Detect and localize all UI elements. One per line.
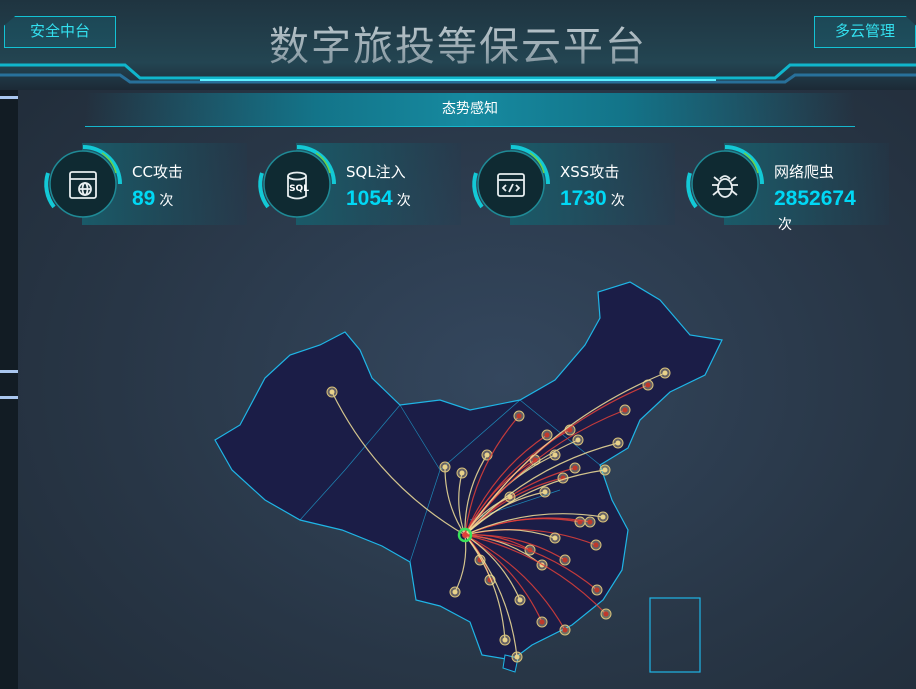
hainan-island xyxy=(502,654,519,673)
target-dot xyxy=(603,611,609,617)
attack-line xyxy=(464,534,598,591)
stat-value: 2852674 xyxy=(774,187,856,210)
bug-icon xyxy=(712,175,738,198)
target-dot xyxy=(442,464,448,470)
attack-line xyxy=(464,442,619,536)
target-dot xyxy=(562,557,568,563)
target-dot xyxy=(593,542,599,548)
target-dot xyxy=(587,519,593,525)
stat-label: XSS攻击 xyxy=(560,163,620,181)
stat-ring xyxy=(44,145,122,218)
attack-line xyxy=(464,409,626,536)
target-dot xyxy=(514,654,520,660)
target-dot xyxy=(594,587,600,593)
target-dot xyxy=(502,637,508,643)
target-dot xyxy=(552,535,558,541)
target-dot xyxy=(517,597,523,603)
province-border xyxy=(519,399,601,466)
source-dot xyxy=(462,532,468,538)
attack-line xyxy=(464,459,536,536)
target-dot xyxy=(562,627,568,633)
code-window-icon xyxy=(497,173,525,197)
province-border xyxy=(439,399,521,471)
sidebar-marker[interactable] xyxy=(0,96,18,99)
target-dot xyxy=(602,467,608,473)
target-dot xyxy=(600,514,606,520)
stat-ring: SQL xyxy=(258,145,336,218)
attack-line xyxy=(464,534,521,601)
section-header: 态势感知 xyxy=(85,93,855,127)
attack-line xyxy=(464,372,666,536)
stat-value-row: 1730 次 xyxy=(560,187,625,211)
multi-cloud-button[interactable]: 多云管理 xyxy=(814,16,916,48)
target-dot xyxy=(662,370,668,376)
stat-label: CC攻击 xyxy=(132,163,183,181)
sidebar-marker[interactable] xyxy=(0,396,18,399)
target-dot xyxy=(622,407,628,413)
target-dot xyxy=(542,489,548,495)
attack-line xyxy=(464,454,488,536)
target-dot xyxy=(575,437,581,443)
target-dot xyxy=(329,389,335,395)
sidebar-marker[interactable] xyxy=(0,370,18,373)
stat-unit: 次 xyxy=(159,192,174,208)
stat-value: 89 xyxy=(132,187,156,210)
attack-line xyxy=(464,534,607,615)
attack-line xyxy=(464,534,566,561)
province-border xyxy=(399,404,441,471)
sidebar[interactable] xyxy=(0,90,18,689)
section-title: 态势感知 xyxy=(442,101,498,117)
stat-value-row: 1054 次 xyxy=(346,187,411,211)
stat-ring xyxy=(686,145,764,218)
stat-value-row: 2852674 次 xyxy=(774,187,856,235)
browser-globe-icon xyxy=(69,171,97,199)
stat-card: XSS攻击 1730 次 xyxy=(470,143,675,225)
province-border xyxy=(344,404,401,471)
attack-line xyxy=(464,529,556,539)
attack-line xyxy=(464,513,604,536)
province-border xyxy=(409,469,441,563)
stat-card: 网络爬虫 2852674 次 xyxy=(684,143,889,232)
page-title: 数字旅投等保云平台 xyxy=(0,14,916,72)
attack-line xyxy=(331,391,466,536)
target-dot xyxy=(516,413,522,419)
stat-unit: 次 xyxy=(610,192,625,208)
stat-card: SQL SQL注入 1054 次 xyxy=(256,143,461,225)
stat-unit: 次 xyxy=(396,192,411,208)
target-dot xyxy=(507,494,513,500)
source-point xyxy=(457,527,473,543)
south-china-sea-inset xyxy=(649,597,701,673)
stat-label: 网络爬虫 xyxy=(774,163,835,181)
header: 数字旅投等保云平台 安全中台 多云管理 xyxy=(0,0,916,90)
target-dot xyxy=(452,589,458,595)
target-dot xyxy=(552,452,558,458)
svg-text:SQL: SQL xyxy=(289,184,309,194)
target-dot xyxy=(645,382,651,388)
attack-line xyxy=(464,534,566,631)
security-platform-button[interactable]: 安全中台 xyxy=(4,16,116,48)
stat-value-row: 89 次 xyxy=(132,187,173,211)
stat-card: CC攻击 89 次 xyxy=(42,143,247,225)
stat-value: 1730 xyxy=(560,187,607,210)
stat-label: SQL注入 xyxy=(346,163,406,181)
china-map-outline xyxy=(214,281,723,661)
attack-line xyxy=(464,434,548,536)
province-border xyxy=(299,469,346,521)
target-dot xyxy=(544,432,550,438)
attack-line xyxy=(464,469,606,536)
attack-line xyxy=(464,534,518,658)
stat-unit: 次 xyxy=(778,216,792,232)
target-dot xyxy=(484,452,490,458)
header-frame xyxy=(0,63,916,84)
target-dot xyxy=(572,465,578,471)
stat-ring xyxy=(472,145,550,218)
attack-line xyxy=(464,415,520,536)
target-dot xyxy=(459,470,465,476)
stat-value: 1054 xyxy=(346,187,393,210)
target-dot xyxy=(539,619,545,625)
target-dot xyxy=(615,440,621,446)
database-sql-icon: SQL xyxy=(287,171,309,200)
